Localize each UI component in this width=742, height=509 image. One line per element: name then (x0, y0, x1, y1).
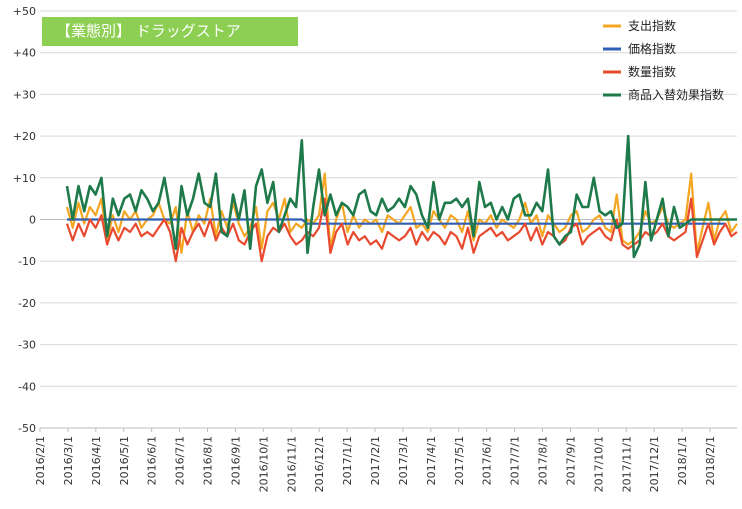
chart-title: 【業態別】 ドラッグストア (42, 17, 298, 46)
legend-label: 価格指数 (628, 41, 676, 56)
x-tick-label: 2018/2/1 (704, 436, 717, 485)
y-tick-label: +40 (13, 47, 36, 60)
x-tick-label: 2016/6/1 (146, 436, 159, 485)
x-tick-label: 2017/5/1 (453, 436, 466, 485)
y-tick-label: -10 (18, 255, 36, 268)
x-tick-label: 2016/2/1 (34, 436, 47, 485)
x-tick-label: 2016/7/1 (174, 436, 187, 485)
y-tick-label: -50 (18, 422, 36, 435)
x-tick-label: 2016/8/1 (202, 436, 215, 485)
x-tick-label: 2016/9/1 (229, 436, 242, 485)
legend-label: 支出指数 (628, 18, 676, 33)
x-tick-label: 2017/12/1 (648, 436, 661, 492)
x-tick-label: 2016/10/1 (257, 436, 270, 492)
series-layer (65, 134, 738, 263)
legend-label: 数量指数 (628, 64, 676, 79)
legend-label: 商品入替効果指数 (628, 87, 724, 102)
x-tick-label: 2017/7/1 (509, 436, 522, 485)
series-line-1 (65, 172, 738, 254)
x-tick-label: 2017/8/1 (537, 436, 550, 485)
series-line-3 (65, 197, 738, 263)
x-tick-label: 2017/11/1 (620, 436, 633, 492)
x-tick-label: 2018/1/1 (676, 436, 689, 485)
y-tick-label: +10 (13, 172, 36, 185)
series-line-4 (65, 134, 737, 259)
y-tick-label: -20 (18, 297, 36, 310)
y-tick-label: 0 (29, 214, 36, 227)
x-tick-label: 2017/9/1 (564, 436, 577, 485)
x-tick-label: 2016/4/1 (90, 436, 103, 485)
y-tick-label: +20 (13, 130, 36, 143)
x-tick-label: 2017/6/1 (481, 436, 494, 485)
y-tick-label: -30 (18, 339, 36, 352)
y-tick-label: -40 (18, 380, 36, 393)
x-tick-label: 2016/3/1 (62, 436, 75, 485)
x-tick-label: 2016/11/1 (285, 436, 298, 492)
x-tick-label: 2016/12/1 (313, 436, 326, 492)
x-tick-label: 2017/3/1 (397, 436, 410, 485)
x-tick-label: 2016/5/1 (118, 436, 131, 485)
x-tick-label: 2017/1/1 (341, 436, 354, 485)
x-tick-label: 2017/4/1 (425, 436, 438, 485)
x-tick-label: 2017/2/1 (369, 436, 382, 485)
x-tick-label: 2017/10/1 (592, 436, 605, 492)
y-tick-label: +30 (13, 88, 36, 101)
y-tick-label: +50 (13, 5, 36, 18)
